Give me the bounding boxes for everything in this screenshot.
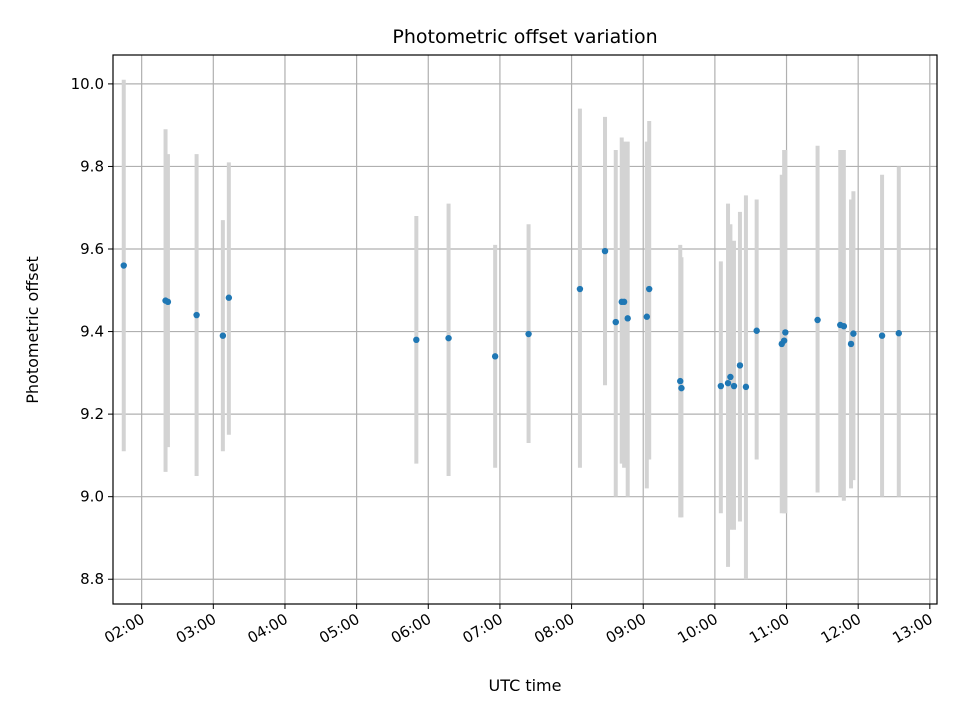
data-point [620, 298, 628, 306]
y-tick-label: 10.0 [71, 75, 104, 93]
error-bars [121, 79, 901, 580]
data-point [878, 332, 886, 339]
x-tick-label: 04:00 [245, 610, 291, 647]
data-point [645, 285, 653, 293]
chart-title: Photometric offset variation [392, 26, 657, 48]
x-tick-label: 10:00 [674, 610, 720, 647]
data-point [742, 383, 750, 391]
x-tick-label: 07:00 [459, 610, 505, 647]
data-point [219, 332, 227, 339]
y-tick-label: 8.8 [80, 570, 104, 588]
grid-lines [113, 55, 937, 604]
y-axis-label: Photometric offset [23, 256, 42, 404]
data-point [678, 384, 685, 392]
x-axis-ticks: 02:00 03:00 04:00 05:00 06:00 07:00 08:00 09:00… [101, 604, 936, 647]
data-point [840, 322, 848, 330]
data-point [120, 262, 127, 269]
x-tick-label: 08:00 [531, 610, 577, 647]
data-point [727, 373, 734, 381]
data-point [736, 362, 744, 369]
data-point [730, 382, 738, 390]
data-point [445, 334, 452, 342]
data-point [847, 340, 855, 348]
x-tick-label: 09:00 [603, 610, 649, 647]
data-point [624, 315, 631, 322]
data-point [724, 379, 732, 387]
data-point [576, 285, 584, 293]
data-point [677, 377, 684, 385]
y-tick-label: 9.2 [80, 405, 104, 423]
data-point [850, 330, 857, 337]
data-point [643, 313, 651, 320]
data-points [120, 247, 902, 392]
x-tick-label: 13:00 [889, 610, 935, 647]
y-tick-label: 9.0 [80, 488, 104, 506]
y-tick-label: 9.8 [80, 157, 104, 175]
x-tick-label: 02:00 [101, 610, 147, 647]
data-point [491, 353, 499, 360]
data-point [753, 327, 760, 334]
data-point [225, 294, 233, 301]
x-tick-label: 03:00 [173, 610, 219, 647]
data-point [780, 337, 788, 344]
data-point [782, 329, 789, 336]
data-point [814, 316, 821, 324]
data-point [717, 382, 725, 390]
data-point [895, 330, 902, 337]
data-point [164, 298, 172, 306]
data-point [413, 336, 420, 344]
data-point [601, 247, 609, 255]
x-tick-label: 11:00 [746, 610, 792, 647]
data-point [612, 318, 619, 326]
data-point [193, 311, 200, 319]
y-axis-ticks: 8.8 9.0 9.2 9.4 9.6 9.8 10.0 [71, 75, 113, 588]
x-tick-label: 06:00 [388, 610, 434, 647]
y-tick-label: 9.6 [80, 240, 104, 258]
plot-frame [112, 54, 938, 605]
data-point [525, 330, 532, 338]
y-tick-label: 9.4 [80, 323, 104, 341]
x-tick-label: 05:00 [316, 610, 362, 647]
x-axis-label: UTC time [489, 676, 562, 695]
x-tick-label: 12:00 [818, 610, 864, 647]
